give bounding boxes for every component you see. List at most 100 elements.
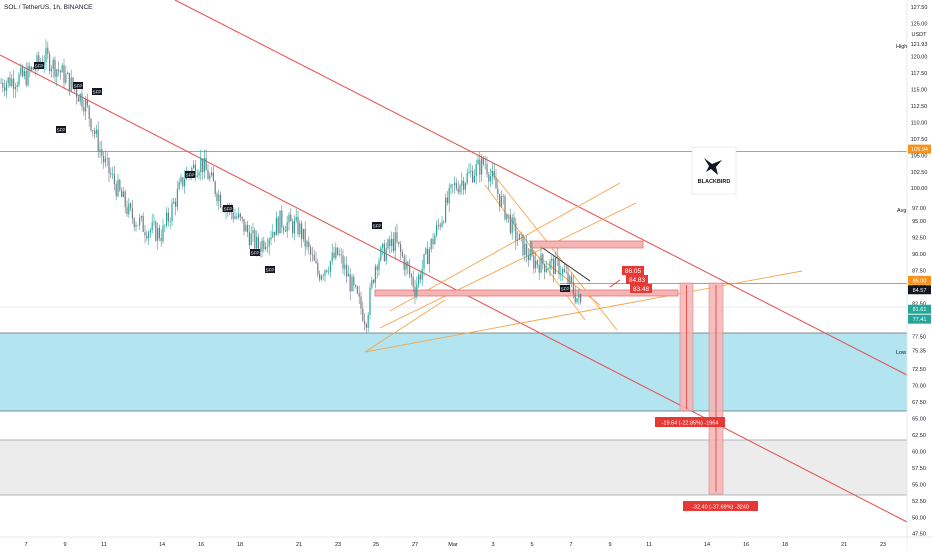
price-badges: 105.94 86.00 84.57 81.61 77.41 — [908, 144, 931, 324]
price-badge: 77.41 — [913, 317, 927, 323]
candle-body — [356, 286, 358, 294]
candle-body — [410, 274, 412, 278]
candle-body — [567, 272, 569, 284]
price-tick: 107.50 — [911, 137, 928, 143]
price-axis-bg[interactable] — [907, 0, 932, 550]
candle-body — [86, 99, 88, 106]
candle-body — [38, 55, 40, 64]
candle-body — [63, 65, 65, 83]
price-label-2-box — [626, 275, 648, 284]
candle-body — [459, 185, 461, 193]
candle-body — [45, 47, 47, 63]
candle-body — [182, 177, 184, 187]
price-label-1: 86.05 — [625, 268, 642, 275]
candle-body — [176, 189, 178, 207]
candle-body — [364, 320, 366, 325]
price-badge: 86.00 — [913, 278, 927, 284]
candle-body — [473, 175, 475, 183]
lower-trendline — [0, 54, 908, 523]
price-tick: 97.00 — [912, 206, 926, 212]
candle-body — [2, 82, 4, 88]
candle-body — [59, 70, 61, 73]
candle-body — [342, 255, 344, 269]
candle-body — [16, 85, 18, 88]
candle-body — [92, 130, 94, 132]
candle-body — [290, 214, 292, 222]
candle-body — [252, 230, 254, 234]
candle-body — [475, 164, 477, 176]
candle-body — [198, 172, 200, 176]
candle-body — [43, 62, 45, 65]
candle-body — [245, 224, 247, 232]
candle-body — [0, 82, 2, 84]
candle-body — [209, 175, 211, 180]
candle-body — [31, 67, 33, 71]
price-badge: 105.94 — [911, 147, 928, 153]
sfp-label-box — [560, 285, 570, 292]
blackbird-logo: BLACKBIRD — [691, 146, 737, 195]
candle-body — [214, 181, 216, 194]
candle-body — [133, 218, 135, 227]
candle-body — [562, 269, 564, 274]
candle-body — [349, 274, 351, 292]
candle-body — [54, 59, 56, 77]
candle-body — [160, 237, 162, 242]
candle-body — [524, 243, 526, 255]
price-label-3-box — [630, 284, 652, 293]
time-tick: 14 — [159, 542, 165, 548]
candle-body — [369, 287, 371, 315]
price-tick: 82.50 — [912, 301, 926, 307]
candle-body — [311, 254, 313, 256]
candle-body — [436, 224, 438, 236]
candle-body — [502, 196, 504, 197]
candle-body — [326, 270, 328, 272]
low-label: Low — [896, 350, 906, 356]
price-tick: 121.93 — [911, 42, 928, 48]
measure-label-1: -19.64 (-22.85%) -1964 — [662, 421, 719, 427]
candle-body — [320, 275, 322, 280]
candle-body — [169, 221, 171, 222]
candle-body — [322, 275, 324, 277]
price-badge-box — [908, 275, 931, 285]
candle-body — [256, 236, 258, 249]
candle-body — [506, 214, 508, 220]
candle-body — [279, 210, 281, 234]
candle-body — [549, 261, 551, 269]
candle-body — [520, 233, 522, 235]
time-axis-bg[interactable] — [0, 537, 907, 550]
candle-body — [83, 106, 85, 112]
candle-body — [56, 69, 58, 77]
candle-body — [275, 217, 277, 236]
time-tick: 9 — [63, 542, 66, 548]
candle-body — [353, 276, 355, 286]
candle-body — [574, 294, 576, 303]
candles — [0, 39, 582, 334]
candle-body — [126, 207, 128, 215]
candle-body — [360, 296, 362, 309]
candle-body — [173, 201, 175, 204]
candle-body — [178, 182, 180, 190]
price-tick: 125.00 — [911, 22, 928, 28]
candle-body — [486, 163, 488, 175]
candle-body — [454, 183, 456, 186]
candle-body — [529, 248, 531, 261]
time-tick: 14 — [704, 542, 710, 548]
candle-body — [221, 207, 223, 210]
candle-body — [13, 78, 15, 89]
candle-body — [135, 225, 137, 227]
price-tick: 92.50 — [912, 236, 926, 242]
candle-body — [236, 216, 238, 218]
candle-body — [137, 224, 139, 226]
price-tick: 120.00 — [911, 55, 928, 61]
candle-body — [455, 183, 457, 189]
sfp-label: SFP — [251, 251, 260, 256]
candle-body — [266, 246, 268, 248]
sfp-label-box — [73, 82, 83, 89]
candle-body — [495, 178, 497, 189]
candle-body — [383, 243, 385, 261]
price-badge: 84.57 — [913, 288, 927, 294]
candle-body — [391, 238, 393, 247]
candle-body — [52, 59, 54, 69]
candle-body — [88, 105, 90, 119]
